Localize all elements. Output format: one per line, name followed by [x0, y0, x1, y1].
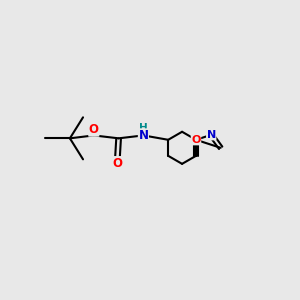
Text: H: H: [139, 123, 148, 133]
Text: O: O: [191, 135, 201, 145]
Text: O: O: [112, 157, 122, 169]
Text: N: N: [207, 130, 216, 140]
Text: N: N: [138, 129, 148, 142]
Text: O: O: [89, 123, 99, 136]
